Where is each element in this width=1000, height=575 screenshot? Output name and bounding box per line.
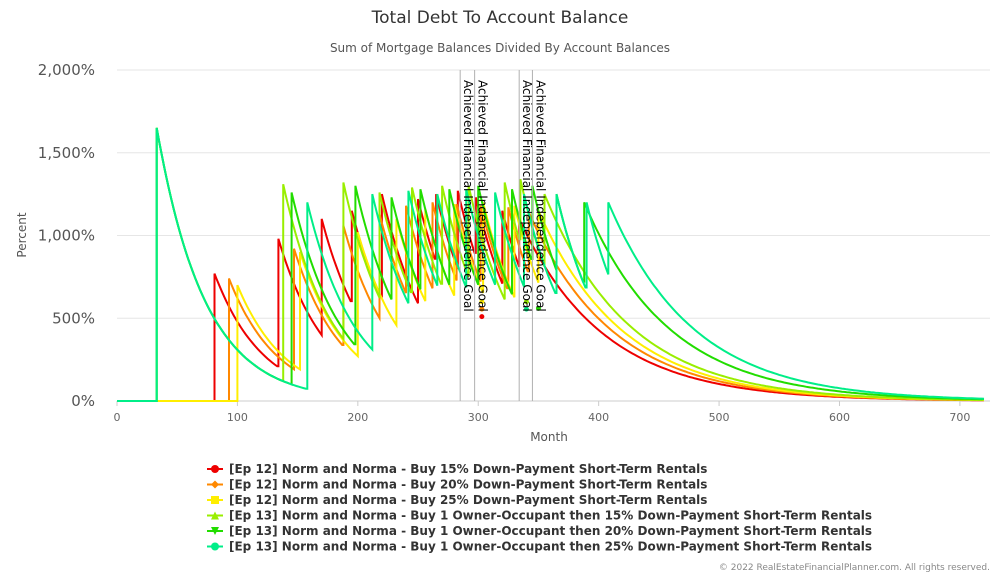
legend-item[interactable]: [Ep 12] Norm and Norma - Buy 20% Down-Pa… [207, 478, 707, 492]
legend-label: [Ep 12] Norm and Norma - Buy 15% Down-Pa… [229, 462, 707, 476]
x-tick-label: 200 [347, 411, 368, 424]
series-line [117, 202, 984, 402]
series-line [117, 202, 984, 402]
goal-point [535, 305, 541, 311]
legend-item[interactable]: [Ep 12] Norm and Norma - Buy 25% Down-Pa… [207, 493, 707, 507]
series-line [117, 127, 985, 402]
legend-marker [211, 511, 219, 520]
annotations: Achieved Financial Independence Goal Achi… [459, 70, 547, 401]
annotation-label: Achieved Financial Independence Goal [533, 80, 547, 312]
y-tick-label: 500% [52, 309, 95, 327]
legend-marker [211, 527, 219, 535]
legend-label: [Ep 12] Norm and Norma - Buy 25% Down-Pa… [229, 493, 707, 507]
x-tick-label: 600 [829, 411, 850, 424]
legend-item[interactable]: [Ep 13] Norm and Norma - Buy 1 Owner-Occ… [207, 540, 872, 554]
credit-text: © 2022 RealEstateFinancialPlanner.com. A… [719, 563, 990, 573]
x-axis-ticks: 0 100 200 300 400 500 600 700 [114, 401, 970, 424]
goal-point [523, 306, 529, 312]
legend-label: [Ep 13] Norm and Norma - Buy 1 Owner-Occ… [229, 509, 872, 523]
legend-marker [211, 542, 219, 551]
x-tick-label: 700 [949, 411, 970, 424]
chart-title: Total Debt To Account Balance [371, 8, 629, 28]
legend-item[interactable]: [Ep 13] Norm and Norma - Buy 1 Owner-Occ… [207, 524, 872, 538]
legend-label: [Ep 13] Norm and Norma - Buy 1 Owner-Occ… [229, 540, 872, 554]
legend-item[interactable]: [Ep 13] Norm and Norma - Buy 1 Owner-Occ… [207, 509, 872, 523]
goal-point [479, 299, 485, 305]
legend-marker [211, 465, 219, 473]
plot-area [117, 127, 985, 402]
x-tick-label: 0 [114, 411, 121, 424]
goal-point [523, 299, 529, 305]
legend-marker [211, 496, 219, 504]
legend-label: [Ep 12] Norm and Norma - Buy 20% Down-Pa… [229, 478, 707, 492]
y-tick-label: 1,000% [38, 227, 95, 245]
y-axis-ticks: 0% 500% 1,000% 1,500% 2,000% [38, 61, 95, 410]
y-axis-title: Percent [15, 212, 29, 257]
y-tick-label: 2,000% [38, 61, 95, 79]
x-axis-title: Month [530, 430, 568, 444]
x-tick-label: 300 [468, 411, 489, 424]
legend-marker [211, 480, 219, 489]
x-tick-label: 400 [588, 411, 609, 424]
annotation-label: Achieved Financial Independence Goal [520, 80, 534, 312]
legend[interactable]: [Ep 12] Norm and Norma - Buy 15% Down-Pa… [207, 462, 872, 554]
annotation-label: Achieved Financial Independence Goal [476, 80, 490, 312]
annotation-label: Achieved Financial Independence Goal [461, 80, 475, 312]
series-line [117, 190, 985, 402]
y-tick-label: 1,500% [38, 144, 95, 162]
gridlines [117, 69, 990, 402]
y-tick-label: 0% [71, 392, 95, 410]
goal-point [479, 314, 485, 320]
legend-label: [Ep 13] Norm and Norma - Buy 1 Owner-Occ… [229, 524, 872, 538]
x-tick-label: 100 [227, 411, 248, 424]
x-tick-label: 500 [709, 411, 730, 424]
chart-subtitle: Sum of Mortgage Balances Divided By Acco… [330, 41, 670, 55]
goal-point [479, 306, 485, 312]
legend-item[interactable]: [Ep 12] Norm and Norma - Buy 15% Down-Pa… [207, 462, 707, 476]
